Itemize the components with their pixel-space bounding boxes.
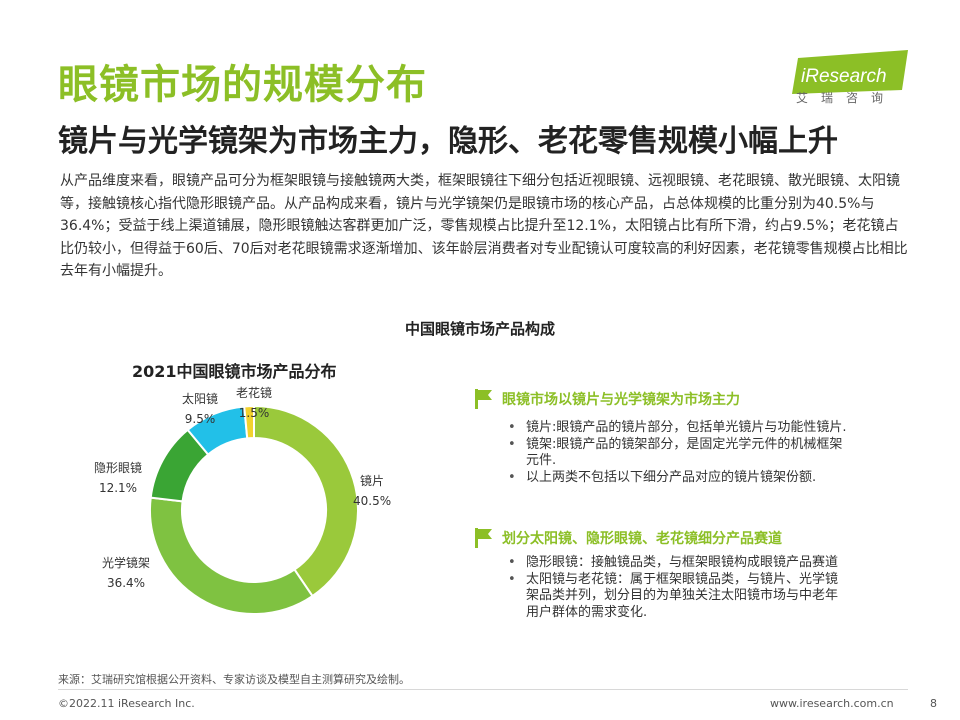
label-frame: 光学镜架 36.4% — [102, 553, 150, 593]
logo-text: iResearch — [801, 66, 887, 87]
section-2-heading: 划分太阳镜、隐形眼镜、老花镜细分产品赛道 — [474, 527, 782, 549]
footer-divider — [58, 689, 908, 690]
flag-icon — [475, 528, 492, 548]
label-sunglasses: 太阳镜 9.5% — [182, 389, 218, 429]
label-lens-value: 40.5% — [353, 494, 392, 508]
donut-slice-1 — [253, 404, 359, 598]
bullet-item: 镜架:眼镜产品的镜架部分，是固定光学元件的机械框架元件. — [506, 437, 850, 470]
logo-chinese-text: 艾瑞咨询 — [796, 91, 897, 105]
page-number: 8 — [930, 697, 937, 710]
page-subtitle: 镜片与光学镜架为市场主力，隐形、老花零售规模小幅上升 — [58, 124, 838, 159]
label-frame-value: 36.4% — [106, 576, 146, 590]
section-heading: 中国眼镜市场产品构成 — [404, 320, 555, 338]
flag-icon — [475, 389, 492, 409]
donut-slice-5 — [243, 404, 255, 440]
chart-title: 2021中国眼镜市场产品分布 — [132, 362, 337, 381]
source-note: 来源：艾瑞研究馆根据公开资料、专家访谈及模型自主测算研究及绘制。 — [58, 673, 410, 686]
label-sunglasses-value: 9.5% — [184, 412, 216, 426]
label-frame-name: 光学镜架 — [102, 556, 151, 570]
page-title: 眼镜市场的规模分布 — [58, 62, 427, 108]
section-1-heading: 眼镜市场以镜片与光学镜架为市场主力 — [474, 388, 740, 410]
intro-paragraph: 从产品维度来看，眼镜产品可分为框架眼镜与接触镜两大类，框架眼镜往下细分包括近视眼… — [60, 173, 908, 279]
label-lens: 镜片 40.5% — [353, 471, 391, 511]
donut-chart-svg — [149, 404, 359, 615]
website-link[interactable]: www.iresearch.com.cn — [770, 697, 894, 710]
section-2-title: 划分太阳镜、隐形眼镜、老花镜细分产品赛道 — [502, 531, 782, 547]
label-contact-value: 12.1% — [98, 481, 138, 495]
section-1-bullets: 镜片:眼镜产品的镜片部分，包括单光镜片与功能性镜片. 镜架:眼镜产品的镜架部分，… — [506, 420, 850, 486]
label-lens-name: 镜片 — [360, 474, 385, 488]
label-sunglasses-name: 太阳镜 — [182, 392, 219, 406]
bullet-item: 隐形眼镜：接触镜品类，与框架眼镜构成眼镜产品赛道 — [506, 555, 850, 572]
copyright: ©2022.11 iResearch Inc. — [58, 697, 195, 710]
section-2-bullets: 隐形眼镜：接触镜品类，与框架眼镜构成眼镜产品赛道 太阳镜与老花镜：属于框架眼镜品… — [506, 555, 850, 621]
donut-chart: 镜片 40.5% 光学镜架 36.4% 隐形眼镜 12.1% 太阳镜 9.5% … — [60, 380, 440, 640]
bullet-item: 以上两类不包括以下细分产品对应的镜片镜架份额. — [506, 470, 850, 487]
label-contact-name: 隐形眼镜 — [94, 461, 143, 475]
donut-slice-2 — [149, 496, 314, 615]
section-1-title: 眼镜市场以镜片与光学镜架为市场主力 — [502, 392, 740, 408]
logo-background — [792, 50, 908, 94]
label-reading-value: 1.5% — [238, 406, 270, 420]
label-reading-name: 老花镜 — [236, 386, 273, 400]
label-reading: 老花镜 1.5% — [236, 383, 272, 423]
bullet-item: 太阳镜与老花镜：属于框架眼镜品类，与镜片、光学镜架品类并列，划分目的为单独关注太… — [506, 572, 850, 622]
label-contact: 隐形眼镜 12.1% — [94, 458, 142, 498]
bullet-item: 镜片:眼镜产品的镜片部分，包括单光镜片与功能性镜片. — [506, 420, 850, 437]
iresearch-logo: iResearch — [792, 50, 908, 94]
